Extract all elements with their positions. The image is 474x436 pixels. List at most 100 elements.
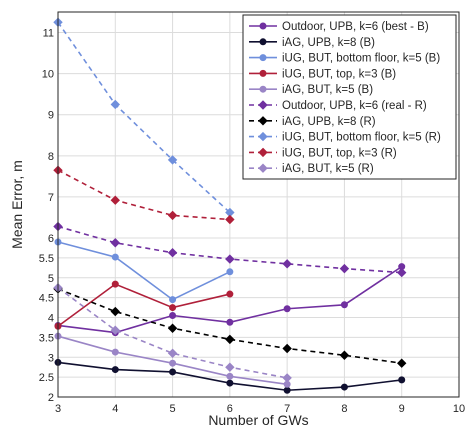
tick-layer: 3 4 5 6 7 8 9 10 2 2.5 3 3.5 4 4.5 5 5.5 6 7 8 9 10 11 — [39, 28, 465, 415]
series-4-point — [111, 280, 119, 288]
legend-item: Outdoor, UPB, k=6 (best - B) — [249, 21, 429, 33]
series-3-point — [226, 268, 234, 276]
y-tick-label: 7 — [48, 192, 54, 204]
series-6-point — [397, 267, 407, 278]
series-3-point — [169, 296, 177, 304]
series-7 — [53, 284, 407, 368]
x-tick-label: 8 — [341, 403, 347, 415]
legend-item: iUG, BUT, top, k=3 (R) — [249, 147, 397, 159]
y-tick-label: 10 — [42, 69, 54, 81]
y-tick-label: 11 — [43, 28, 54, 40]
legend-item: iUG, BUT, top, k=3 (B) — [249, 68, 396, 80]
series-6 — [53, 221, 407, 278]
series-1-point — [283, 305, 291, 313]
legend-label: iAG, BUT, k=5 (R) — [282, 163, 374, 175]
legend-item: iAG, BUT, k=5 (R) — [249, 163, 374, 175]
plot-frame — [57, 11, 460, 398]
y-axis-title: Mean Error, m — [9, 160, 25, 249]
series-7-point — [110, 306, 120, 317]
y-tick-label: 4.5 — [39, 293, 54, 305]
legend-item: iUG, BUT, bottom floor, k=5 (R) — [249, 132, 441, 144]
y-tick-label: 2.5 — [39, 372, 54, 384]
legend-swatch-marker — [259, 69, 267, 77]
x-tick-label: 7 — [284, 403, 290, 415]
series-10-point — [167, 348, 178, 358]
series-2-point — [340, 383, 348, 391]
legend-label: iUG, BUT, top, k=3 (R) — [282, 147, 397, 159]
y-tick-label: 6 — [48, 233, 54, 245]
legend-label: iAG, UPB, k=8 (R) — [282, 116, 376, 128]
legend-label: Outdoor, UPB, k=6 (real - R) — [282, 100, 427, 112]
y-tick-label: 9 — [48, 110, 54, 122]
series-10-point — [282, 373, 292, 383]
series-10-line — [57, 287, 288, 379]
series-5-point — [226, 372, 234, 380]
legend-item: iUG, BUT, bottom floor, k=5 (B) — [249, 53, 440, 65]
series-1-point — [340, 301, 348, 309]
legend-label: iAG, BUT, k=5 (B) — [282, 84, 373, 96]
legend-item: iAG, UPB, k=8 (R) — [249, 116, 376, 128]
series-4-point — [169, 304, 177, 312]
legend-swatch-marker — [259, 38, 267, 46]
series-1-point — [169, 312, 177, 320]
y-tick-label: 5 — [48, 273, 54, 285]
series-2-point — [283, 386, 291, 394]
series-6-point — [225, 254, 235, 264]
legend-box — [242, 14, 457, 180]
series-7-point — [167, 323, 178, 333]
series-9-point — [110, 195, 120, 205]
series-6-point — [282, 259, 292, 269]
series-3 — [54, 238, 234, 304]
legend-swatch-marker — [258, 116, 268, 126]
series-4 — [54, 280, 234, 330]
series-8-line — [57, 21, 231, 214]
x-axis-title: Number of GWs — [208, 412, 308, 428]
series-6-point — [339, 263, 350, 274]
legend-swatch-marker — [259, 85, 267, 93]
series-3-point — [111, 253, 119, 261]
legend-label: Outdoor, UPB, k=6 (best - B) — [282, 21, 429, 33]
series-6-point — [110, 238, 120, 248]
series-2 — [54, 358, 406, 394]
legend-item: iAG, UPB, k=8 (B) — [249, 37, 375, 49]
series-8-point — [167, 155, 178, 165]
x-tick-label: 10 — [453, 403, 465, 415]
series-10-point — [225, 362, 235, 372]
series-4-point — [226, 290, 234, 298]
series-7-point — [339, 350, 350, 360]
series-4-line — [57, 283, 231, 327]
legend-swatch-marker — [259, 22, 267, 30]
series-2-point — [226, 379, 234, 387]
series-8-point — [110, 99, 120, 110]
series-7-point — [225, 334, 235, 345]
series-5-point — [169, 359, 177, 367]
y-tick-label: 3.5 — [39, 332, 54, 344]
legend-swatch-marker — [258, 147, 268, 158]
x-tick-label: 5 — [170, 403, 176, 415]
y-tick-label: 3 — [48, 352, 54, 364]
series-2-point — [169, 368, 177, 376]
x-tick-label: 3 — [55, 403, 61, 415]
series-3-line — [57, 241, 231, 301]
legend-swatch-marker — [258, 100, 268, 110]
legend-item: iAG, BUT, k=5 (B) — [249, 84, 373, 96]
legend-swatch-marker — [259, 54, 267, 62]
legend-swatch-marker — [258, 131, 268, 142]
x-tick-label: 4 — [112, 403, 118, 415]
series-5-point — [111, 348, 119, 356]
series-2-point — [398, 376, 406, 384]
series-6-point — [167, 248, 178, 258]
series-2-point — [111, 366, 119, 374]
legend-label: iUG, BUT, top, k=3 (B) — [282, 68, 396, 80]
series-7-point — [282, 343, 292, 354]
series-9-point — [225, 214, 235, 225]
series-8 — [53, 17, 235, 218]
legend: Outdoor, UPB, k=6 (best - B) iAG, UPB, k=… — [242, 14, 457, 180]
series-10-point — [110, 325, 120, 335]
legend-label: iAG, UPB, k=8 (B) — [282, 37, 375, 49]
x-tick-label: 6 — [227, 403, 233, 415]
series-7-point — [397, 358, 407, 368]
legend-label: iUG, BUT, bottom floor, k=5 (B) — [282, 53, 440, 65]
